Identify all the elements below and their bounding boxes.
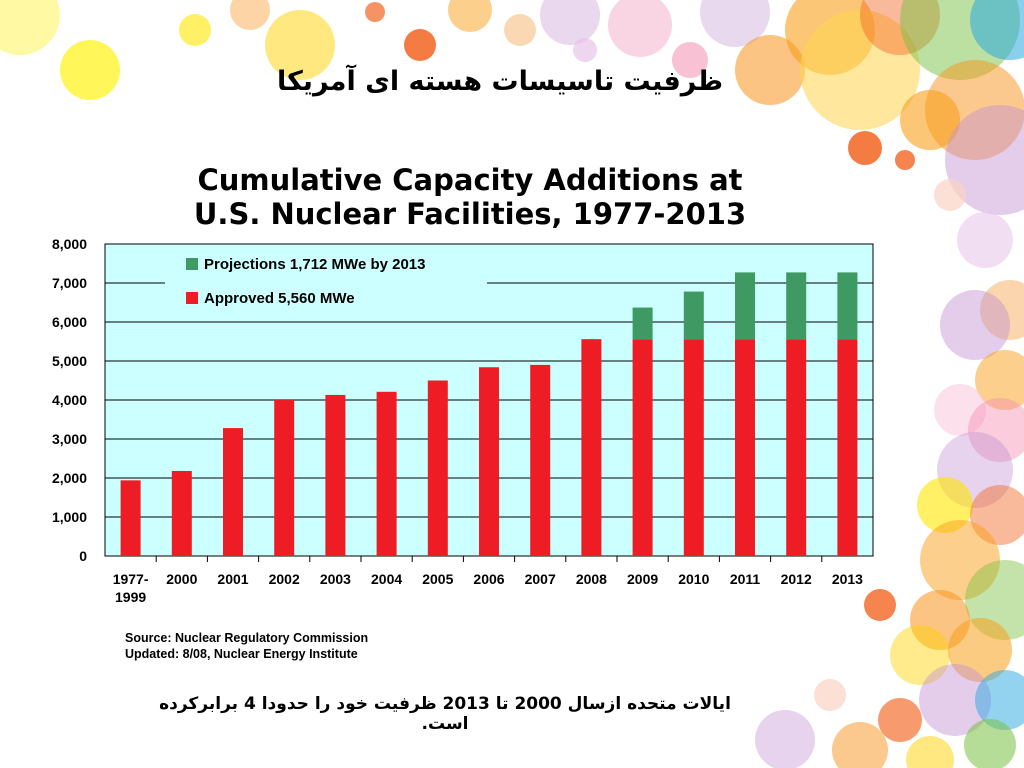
x-tick-label: 2008: [576, 571, 607, 587]
bar-projections: [786, 272, 807, 340]
legend-swatch-approved: [186, 292, 198, 304]
bar-projections: [632, 307, 653, 340]
x-tick-label: 1999: [115, 589, 146, 605]
bar-approved: [581, 339, 602, 556]
y-tick-label: 1,000: [52, 509, 87, 525]
x-tick-label: 2013: [832, 571, 863, 587]
y-tick-label: 2,000: [52, 470, 87, 486]
x-tick-label: 2002: [269, 571, 300, 587]
y-tick-label: 0: [79, 548, 87, 564]
bar-approved: [683, 339, 704, 556]
source-note: Source: Nuclear Regulatory Commission Up…: [125, 630, 368, 662]
y-tick-label: 5,000: [52, 353, 87, 369]
bar-approved: [120, 480, 141, 556]
bar-approved: [427, 380, 448, 556]
y-tick-label: 6,000: [52, 314, 87, 330]
bar-approved: [632, 339, 653, 556]
legend-swatch-projections: [186, 258, 198, 270]
legend-label-approved: Approved 5,560 MWe: [204, 290, 355, 307]
bar-projections: [683, 291, 704, 340]
bar-approved: [171, 470, 192, 556]
bar-approved: [325, 394, 346, 556]
bar-approved: [274, 400, 295, 556]
chart-title-line-2: U.S. Nuclear Facilities, 1977-2013: [193, 197, 747, 231]
x-tick-label: 2006: [473, 571, 504, 587]
x-tick-label: 2012: [781, 571, 812, 587]
legend-label-projections: Projections 1,712 MWe by 2013: [204, 256, 426, 273]
chart-title-line-1: Cumulative Capacity Additions at: [197, 163, 743, 197]
x-tick-label: 2004: [371, 571, 402, 587]
bar-projections: [837, 272, 858, 340]
bar-approved: [786, 339, 807, 556]
x-tick-label: 2009: [627, 571, 658, 587]
x-tick-label: 2005: [422, 571, 453, 587]
x-tick-label: 2001: [217, 571, 248, 587]
x-tick-label: 2000: [166, 571, 197, 587]
slide-note: ایالات متحده ازسال 2000 تا 2013 ظرفیت خو…: [159, 694, 731, 734]
bar-approved: [530, 364, 551, 556]
y-tick-label: 8,000: [52, 236, 87, 252]
y-tick-label: 7,000: [52, 275, 87, 291]
legend-box: [165, 250, 487, 316]
bar-approved: [223, 428, 243, 556]
x-tick-label: 2003: [320, 571, 351, 587]
bar-approved: [735, 339, 755, 556]
x-tick-label: 1977-: [113, 571, 149, 587]
bar-approved: [479, 367, 499, 556]
bar-projections: [735, 272, 755, 340]
slide-title: ظرفیت تاسیسات هسته ای آمریکا: [276, 66, 724, 97]
x-tick-label: 2010: [678, 571, 709, 587]
y-tick-label: 3,000: [52, 431, 87, 447]
chart-title: Cumulative Capacity Additions at U.S. Nu…: [120, 163, 820, 231]
y-tick-label: 4,000: [52, 392, 87, 408]
x-tick-label: 2007: [525, 571, 556, 587]
bar-approved: [837, 339, 858, 556]
source-line-2: Updated: 8/08, Nuclear Energy Institute: [125, 647, 358, 661]
source-line-1: Source: Nuclear Regulatory Commission: [125, 631, 369, 645]
bar-approved: [376, 391, 397, 556]
x-tick-label: 2011: [730, 571, 761, 587]
